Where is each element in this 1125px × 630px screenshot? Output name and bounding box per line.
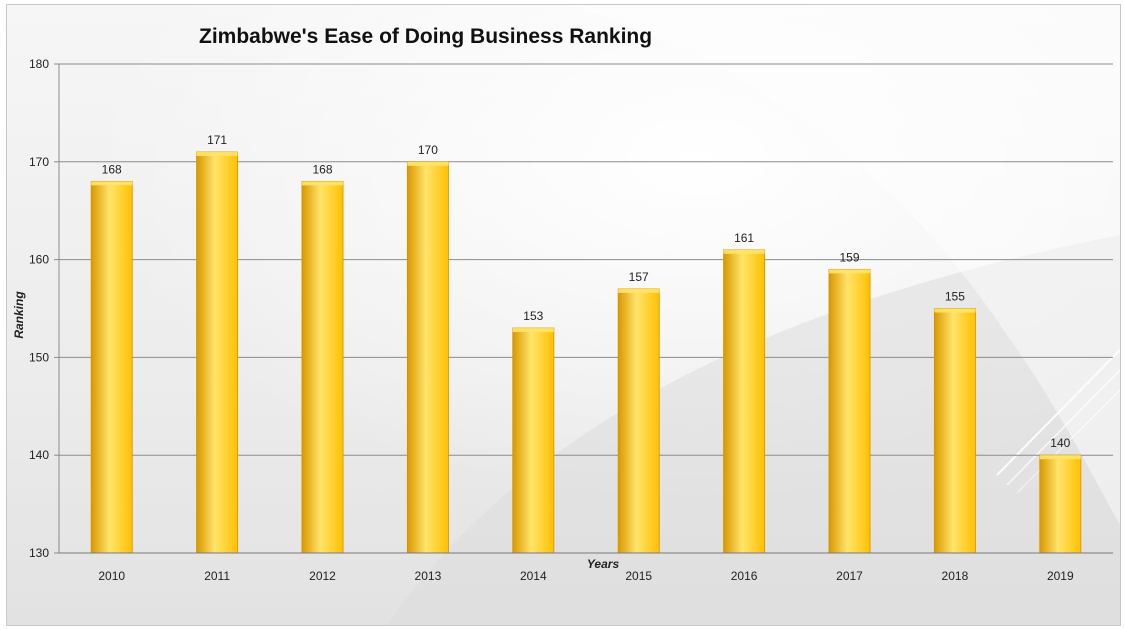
bar-body <box>301 180 344 554</box>
data-label: 140 <box>1050 436 1070 450</box>
bar <box>196 151 239 554</box>
bar <box>933 308 976 554</box>
bar-top-bevel <box>196 152 238 157</box>
data-label: 161 <box>734 231 754 245</box>
y-tick-label: 150 <box>29 350 49 364</box>
bar <box>828 268 871 554</box>
x-tick-label: 2010 <box>98 569 125 583</box>
bar <box>617 288 660 554</box>
bar <box>406 161 449 554</box>
x-axis-ticks: 2010 2011 2012 2013 2014 2015 2016 2017 2018 2019 <box>98 569 1074 583</box>
y-axis-title: Ranking <box>12 291 26 339</box>
bar-body <box>196 151 239 554</box>
bar-top-bevel <box>1039 455 1081 460</box>
bar-top-bevel <box>91 181 133 186</box>
y-tick-label: 130 <box>29 546 49 560</box>
data-label: 157 <box>629 270 649 284</box>
chart-frame: Zimbabwe's Ease of Doing Business Rankin… <box>6 4 1121 626</box>
bar-body <box>90 180 133 554</box>
bar <box>90 180 133 554</box>
x-tick-label: 2012 <box>309 569 336 583</box>
bar-top-bevel <box>618 288 660 293</box>
bar-body <box>933 308 976 554</box>
bars <box>90 151 1082 554</box>
x-tick-label: 2016 <box>731 569 758 583</box>
bar <box>512 327 555 554</box>
bar-top-bevel <box>828 269 871 274</box>
data-label: 168 <box>312 162 332 176</box>
bar <box>723 249 766 554</box>
bar-body <box>617 288 660 554</box>
y-tick-label: 170 <box>29 155 49 169</box>
bar-top-bevel <box>723 249 765 254</box>
y-tick-label: 180 <box>29 57 49 71</box>
bar-body <box>512 327 555 554</box>
bar-body <box>723 249 766 554</box>
y-axis-ticks: 130 140 150 160 170 180 <box>29 57 49 560</box>
bar <box>301 180 344 554</box>
x-tick-label: 2015 <box>625 569 652 583</box>
x-tick-label: 2017 <box>836 569 863 583</box>
x-tick-label: 2018 <box>942 569 969 583</box>
data-labels: 168 171 168 170 153 157 161 159 155 140 <box>102 133 1071 450</box>
x-tick-label: 2019 <box>1047 569 1074 583</box>
x-axis-title: Years <box>587 557 620 571</box>
data-label: 171 <box>207 133 227 147</box>
bar-top-bevel <box>301 181 344 186</box>
data-label: 155 <box>945 290 965 304</box>
data-label: 159 <box>839 250 859 264</box>
bar-body <box>406 161 449 554</box>
y-tick-label: 140 <box>29 448 49 462</box>
bar <box>1039 454 1082 554</box>
data-label: 153 <box>523 309 543 323</box>
axes <box>54 63 1113 554</box>
bar-top-bevel <box>407 161 449 166</box>
bar-top-bevel <box>512 328 554 333</box>
x-tick-label: 2011 <box>204 569 230 583</box>
data-label: 170 <box>418 143 438 157</box>
chart-svg: Zimbabwe's Ease of Doing Business Rankin… <box>7 5 1120 625</box>
x-tick-label: 2014 <box>520 569 547 583</box>
x-tick-label: 2013 <box>415 569 442 583</box>
chart-title: Zimbabwe's Ease of Doing Business Rankin… <box>199 25 652 48</box>
data-label: 168 <box>102 162 122 176</box>
y-tick-label: 160 <box>29 253 49 267</box>
bar-body <box>828 268 871 554</box>
bar-top-bevel <box>934 308 976 313</box>
bar-body <box>1039 454 1082 554</box>
